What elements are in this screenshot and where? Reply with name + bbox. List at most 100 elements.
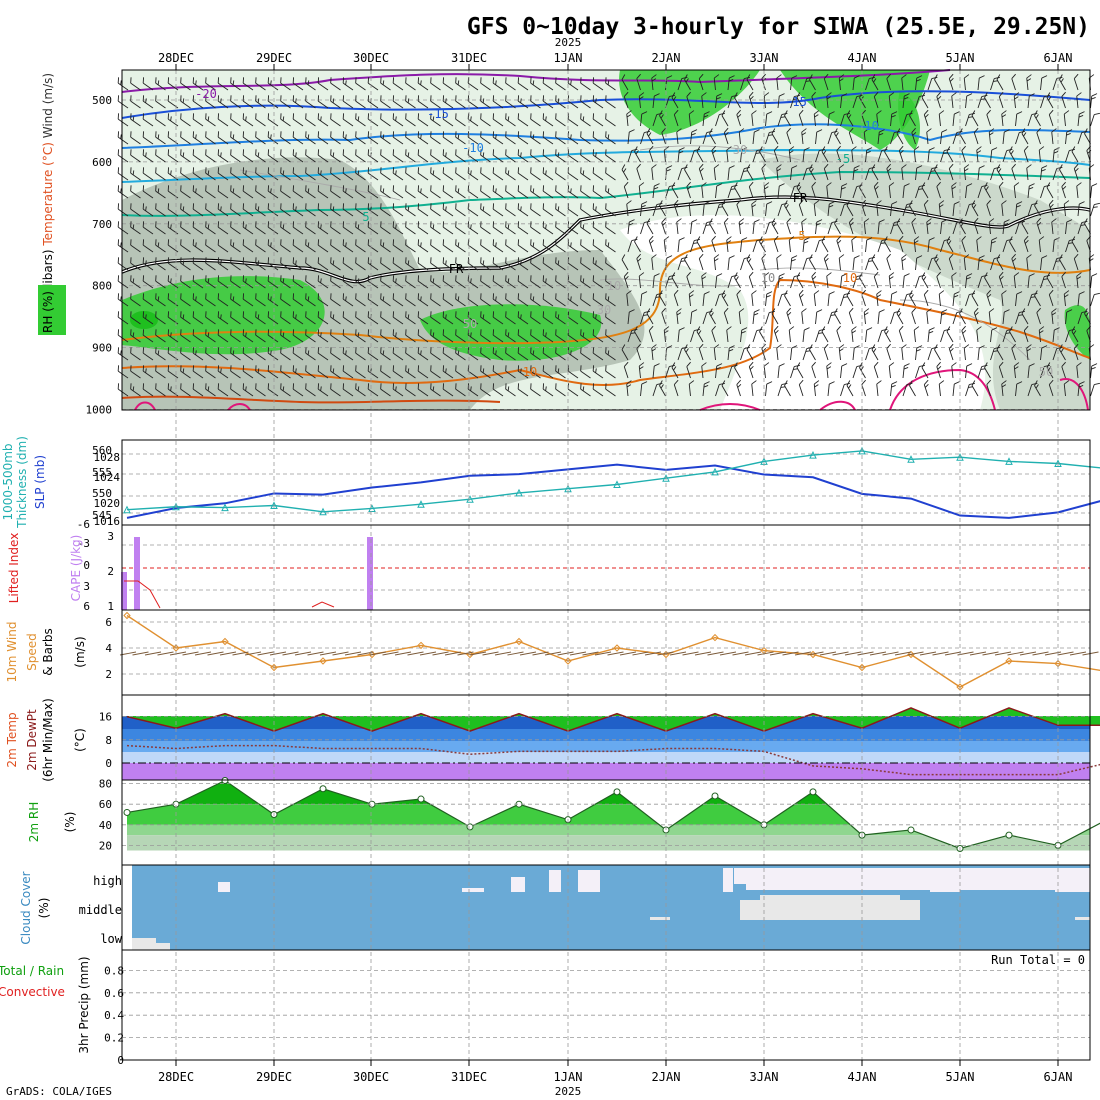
upper-wind-barb xyxy=(367,293,379,307)
wind-barb-staff xyxy=(442,226,454,235)
upper-wind-barb xyxy=(130,365,141,379)
wind-barb-flag xyxy=(405,185,407,192)
wind-barb-flag xyxy=(395,224,397,229)
wind-barb-flag xyxy=(367,257,370,264)
wind-barb-staff xyxy=(355,352,366,361)
upper-wind-barb xyxy=(180,257,191,271)
upper-wind-barb xyxy=(180,239,191,253)
wind-barb-staff xyxy=(180,190,191,199)
upper-wind-barb xyxy=(342,275,354,289)
wind-barb-flag xyxy=(430,293,432,300)
upper-wind-barb xyxy=(492,131,504,145)
wind-barb-staff xyxy=(242,82,254,91)
wind-barb-flag xyxy=(292,365,295,372)
wind-barb-flag xyxy=(292,275,295,282)
wind-barb-flag xyxy=(120,134,122,139)
wind-barb-staff xyxy=(505,334,516,343)
upper-wind-barb xyxy=(180,203,191,217)
lifted-index-ylabel: Lifted Index xyxy=(7,533,21,604)
upper-wind-barb xyxy=(117,239,129,253)
wind-barb-staff xyxy=(330,82,341,91)
rh-high-humidity-patch xyxy=(1064,305,1090,360)
wind-barb-staff xyxy=(130,262,141,271)
contour-label: 50 xyxy=(463,317,477,331)
wind-barb-flag xyxy=(142,95,145,102)
wind-barb-flag xyxy=(357,278,360,283)
upper-wind-barb xyxy=(280,113,291,127)
wind-barb-flag xyxy=(430,203,432,210)
wind-barb-staff xyxy=(380,316,391,325)
wind-barb-flag xyxy=(430,185,432,192)
wind-barb-flag xyxy=(142,131,145,138)
wind-barb-flag xyxy=(180,365,182,372)
wind-barb-flag xyxy=(470,116,472,121)
upper-wind-barb xyxy=(142,77,154,91)
wind-barb-staff xyxy=(280,316,291,325)
wind-barb-flag xyxy=(305,239,307,246)
upper-wind-barb xyxy=(317,293,329,307)
wind-barb-flag xyxy=(480,95,482,102)
wind-barb-staff xyxy=(505,316,516,325)
wind-barb-staff xyxy=(342,154,354,163)
wind-barb-flag xyxy=(342,383,345,390)
upper-wind-barb xyxy=(392,347,404,361)
wind-barb-staff xyxy=(1090,114,1095,127)
wind-barb-flag xyxy=(330,365,332,372)
wind-barb-staff xyxy=(1090,366,1093,379)
wind-barb-flag xyxy=(505,257,507,264)
wind-barb-flag xyxy=(455,329,457,336)
upper-wind-barb xyxy=(430,257,441,271)
wind-barb-flag xyxy=(417,311,420,318)
wind-barb-flag xyxy=(207,116,210,121)
wind-barb-flag xyxy=(455,149,457,156)
wind-barb-flag xyxy=(467,275,470,282)
wind-barb-staff xyxy=(380,334,391,343)
upper-wind-barb xyxy=(267,239,279,253)
wind-barb-flag xyxy=(117,185,120,192)
wind-barb-flag xyxy=(167,365,170,372)
upper-wind-barb xyxy=(355,365,366,379)
thickness-ylabel: 1000-500mb xyxy=(1,443,15,520)
upper-wind-barb xyxy=(392,77,404,91)
wind-barb-flag xyxy=(145,152,147,157)
wind-barb-flag xyxy=(180,77,182,84)
wind-barb-flag xyxy=(207,170,210,175)
wind-barb-flag xyxy=(355,347,357,354)
wind-barb-flag xyxy=(205,131,207,138)
upper-panel-ylabel: (millibars) Temperature (°C) Wind (m/s) xyxy=(41,73,55,310)
wind-barb-staff xyxy=(130,154,141,163)
slp-tick-label: 1020 xyxy=(94,497,121,510)
upper-wind-barb xyxy=(217,293,229,307)
upper-wind-barb xyxy=(467,365,479,379)
upper-wind-barb xyxy=(405,77,416,91)
upper-wind-barb xyxy=(155,293,166,307)
wind-barb-flag xyxy=(245,116,247,121)
wind-barb-flag xyxy=(495,80,497,85)
wind-barb-staff xyxy=(205,190,216,199)
wind-barb-staff xyxy=(205,244,216,253)
wind-barb-flag xyxy=(1091,183,1098,187)
wind-barb-flag xyxy=(280,275,282,282)
wind-barb-staff xyxy=(292,136,304,145)
wind10-speed-line xyxy=(126,614,1100,688)
wind-barb-staff xyxy=(455,334,466,343)
wind-barb-flag xyxy=(155,113,157,120)
wind-barb-staff xyxy=(492,118,504,127)
wind-barb-staff xyxy=(417,154,429,163)
upper-wind-barb xyxy=(280,275,291,289)
upper-wind-barb xyxy=(305,329,316,343)
wind-barb-flag xyxy=(192,149,195,156)
upper-wind-barb xyxy=(455,239,466,253)
wind-barb-flag xyxy=(417,77,420,84)
wind-barb-flag xyxy=(292,257,295,264)
wind-barb-flag xyxy=(320,224,322,229)
wind-barb-flag xyxy=(242,383,245,390)
wind-barb-flag xyxy=(180,149,182,156)
wind-barb-flag xyxy=(307,350,310,355)
upper-wind-barb xyxy=(405,293,416,307)
upper-wind-barb xyxy=(242,257,254,271)
wind-barb-staff xyxy=(280,298,291,307)
wind-barb-flag xyxy=(120,188,122,193)
wind-barb-staff xyxy=(480,172,491,181)
wind-barb-flag xyxy=(517,293,520,300)
